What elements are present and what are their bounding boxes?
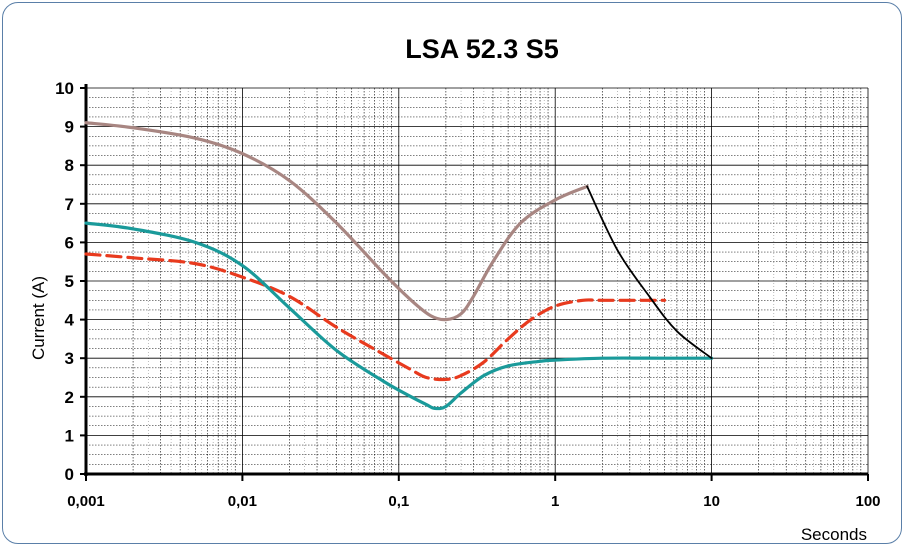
x-tick-label: 1	[551, 493, 559, 510]
x-tick-labels: 0,001 0,01 0,1 1 10 100	[67, 493, 880, 510]
series-line-4	[586, 185, 713, 360]
y-tick-label: 8	[65, 156, 74, 175]
chart-frame	[2, 2, 902, 544]
y-axis-label: Current (A)	[29, 276, 48, 360]
y-tick-label: 10	[55, 79, 74, 98]
grid	[85, 87, 869, 475]
y-tick-label: 4	[65, 311, 75, 330]
x-axis-label: Seconds	[801, 525, 867, 544]
x-tick-label: 0,001	[67, 493, 105, 510]
series-group	[84, 121, 714, 411]
y-tick-label: 3	[65, 349, 74, 368]
x-tick-label: 100	[855, 493, 880, 510]
x-tick-label: 0,01	[228, 493, 257, 510]
y-tick-label: 0	[65, 465, 74, 484]
y-tick-label: 2	[65, 388, 74, 407]
y-tick-label: 1	[65, 426, 74, 445]
x-tick-label: 10	[703, 493, 720, 510]
y-tick-label: 6	[65, 233, 74, 252]
series-line-1	[84, 121, 589, 322]
y-tick-label: 5	[65, 272, 74, 291]
y-tick-label: 9	[65, 118, 74, 137]
y-tick-label: 7	[65, 195, 74, 214]
y-tick-labels: 0 1 2 3 4 5 6 7 8 9 10	[55, 79, 74, 484]
series-line-3	[84, 221, 714, 411]
chart-title: LSA 52.3 S5	[405, 34, 559, 64]
series-line-2	[84, 252, 667, 382]
axes	[80, 84, 869, 481]
x-tick-label: 0,1	[388, 493, 409, 510]
